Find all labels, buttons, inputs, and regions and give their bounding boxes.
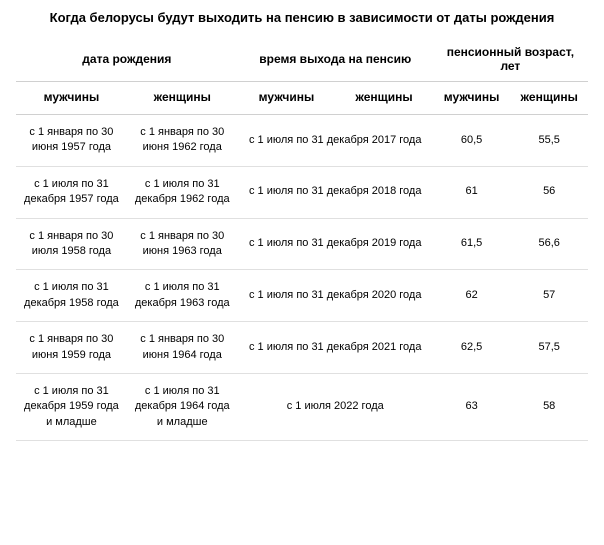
header-birth-men: мужчины: [16, 82, 127, 115]
cell-age-women: 58: [510, 373, 588, 440]
cell-birth-women: с 1 января по 30 июня 1963 года: [127, 218, 238, 270]
header-birth-women: женщины: [127, 82, 238, 115]
table-body: с 1 января по 30 июня 1957 года с 1 янва…: [16, 115, 588, 441]
cell-age-men: 62,5: [433, 322, 511, 374]
cell-birth-men: с 1 января по 30 июня 1957 года: [16, 115, 127, 167]
cell-age-women: 56,6: [510, 218, 588, 270]
cell-age-women: 57,5: [510, 322, 588, 374]
cell-birth-women: с 1 июля по 31 декабря 1964 года и младш…: [127, 373, 238, 440]
cell-age-women: 56: [510, 166, 588, 218]
header-exit-men: мужчины: [238, 82, 336, 115]
header-exit-women: женщины: [335, 82, 433, 115]
cell-birth-women: с 1 июля по 31 декабря 1962 года: [127, 166, 238, 218]
table-header: дата рождения время выхода на пенсию пен…: [16, 39, 588, 115]
table-row: с 1 июля по 31 декабря 1959 года и младш…: [16, 373, 588, 440]
table-row: с 1 июля по 31 декабря 1958 года с 1 июл…: [16, 270, 588, 322]
page-title: Когда белорусы будут выходить на пенсию …: [16, 10, 588, 25]
page-container: Когда белорусы будут выходить на пенсию …: [0, 0, 604, 451]
cell-age-men: 63: [433, 373, 511, 440]
header-age-men: мужчины: [433, 82, 511, 115]
cell-age-men: 62: [433, 270, 511, 322]
cell-age-women: 57: [510, 270, 588, 322]
pension-table: дата рождения время выхода на пенсию пен…: [16, 39, 588, 441]
cell-birth-men: с 1 июля по 31 декабря 1957 года: [16, 166, 127, 218]
header-row-sub: мужчины женщины мужчины женщины мужчины …: [16, 82, 588, 115]
cell-exit: с 1 июля по 31 декабря 2020 года: [238, 270, 433, 322]
cell-birth-men: с 1 января по 30 июня 1959 года: [16, 322, 127, 374]
cell-exit: с 1 июля 2022 года: [238, 373, 433, 440]
table-row: с 1 июля по 31 декабря 1957 года с 1 июл…: [16, 166, 588, 218]
table-row: с 1 января по 30 июля 1958 года с 1 янва…: [16, 218, 588, 270]
cell-exit: с 1 июля по 31 декабря 2021 года: [238, 322, 433, 374]
cell-exit: с 1 июля по 31 декабря 2017 года: [238, 115, 433, 167]
header-birth: дата рождения: [16, 39, 238, 82]
cell-exit: с 1 июля по 31 декабря 2018 года: [238, 166, 433, 218]
cell-birth-women: с 1 июля по 31 декабря 1963 года: [127, 270, 238, 322]
cell-birth-men: с 1 июля по 31 декабря 1959 года и младш…: [16, 373, 127, 440]
cell-age-women: 55,5: [510, 115, 588, 167]
cell-age-men: 61,5: [433, 218, 511, 270]
cell-age-men: 61: [433, 166, 511, 218]
cell-birth-men: с 1 января по 30 июля 1958 года: [16, 218, 127, 270]
cell-birth-men: с 1 июля по 31 декабря 1958 года: [16, 270, 127, 322]
cell-birth-women: с 1 января по 30 июня 1964 года: [127, 322, 238, 374]
table-row: с 1 января по 30 июня 1959 года с 1 янва…: [16, 322, 588, 374]
header-row-groups: дата рождения время выхода на пенсию пен…: [16, 39, 588, 82]
header-exit: время выхода на пенсию: [238, 39, 433, 82]
header-age-women: женщины: [510, 82, 588, 115]
header-age: пенсионный возраст, лет: [433, 39, 588, 82]
table-row: с 1 января по 30 июня 1957 года с 1 янва…: [16, 115, 588, 167]
cell-exit: с 1 июля по 31 декабря 2019 года: [238, 218, 433, 270]
cell-age-men: 60,5: [433, 115, 511, 167]
cell-birth-women: с 1 января по 30 июня 1962 года: [127, 115, 238, 167]
